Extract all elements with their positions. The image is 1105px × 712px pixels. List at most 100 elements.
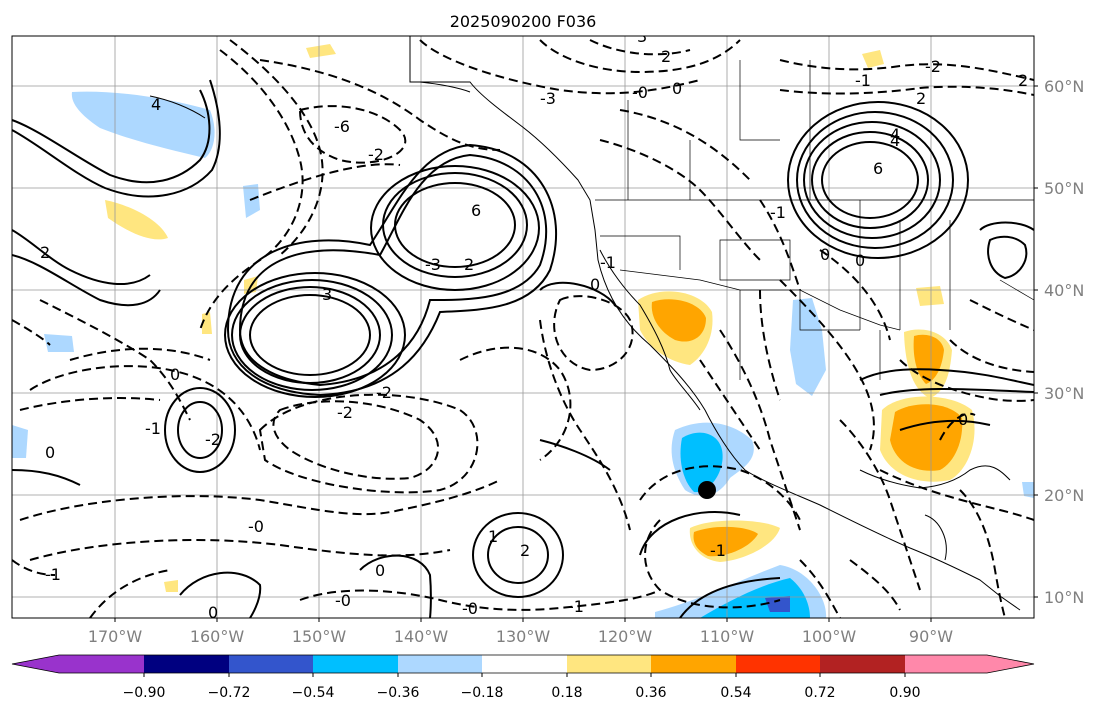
colorbar-tick: 0.90 [889, 685, 920, 701]
contour-label: 2 [40, 243, 50, 262]
contour-label: 2 [916, 89, 926, 108]
shade-blue-small-2 [44, 334, 74, 352]
lon-label: 100°W [802, 627, 857, 646]
shade-blue-small-1 [243, 184, 260, 218]
contour-label: -1 [770, 203, 786, 222]
map-area: 3 2 0 -3 4 -6 -1 2 -2 6 -3 2 3 -2 -2 -0 … [12, 27, 1034, 622]
contour-label: 0 [45, 443, 55, 462]
shade-blue-aleutian [71, 91, 215, 158]
contour-label: -0 [462, 599, 478, 618]
contour-label: 2 [1018, 71, 1028, 90]
colorbar-outline [11, 654, 1035, 674]
contour-label: 0 [208, 603, 218, 622]
contour-label: -3 [425, 255, 441, 274]
contour-label: -2 [376, 383, 392, 402]
lon-label: 90°W [909, 627, 953, 646]
lon-label: 110°W [700, 627, 755, 646]
colorbar-tick: 0.54 [720, 685, 751, 701]
lat-label: 30°N [1044, 384, 1084, 403]
contour-label: -0 [632, 83, 648, 102]
dashed-contours [12, 39, 1034, 618]
shade-blue-edge [12, 425, 28, 458]
shade-yellow-5 [862, 50, 884, 68]
shade-darker-blue-south [765, 596, 790, 612]
contour-labels: 3 2 0 -3 4 -6 -1 2 -2 6 -3 2 3 -2 -2 -0 … [40, 27, 1028, 622]
contour-label: -6 [334, 117, 350, 136]
colorbar-segment [820, 655, 905, 673]
colorbar-segment [651, 655, 736, 673]
colorbar-segment [567, 655, 651, 673]
colorbar-segment [482, 655, 567, 673]
colorbar-tick: −0.72 [208, 685, 251, 701]
storm-center-marker [698, 481, 716, 499]
lat-label: 40°N [1044, 281, 1084, 300]
contour-label: 0 [590, 275, 600, 294]
shade-yellow-1 [306, 44, 336, 58]
colorbar-tick: −0.18 [461, 685, 504, 701]
contour-label: 1 [488, 527, 498, 546]
contour-label: -0 [248, 517, 264, 536]
contour-label: -1 [600, 253, 616, 272]
contour-label: -1 [855, 71, 871, 90]
contour-label: 4 [151, 95, 161, 114]
latitude-labels: 60°N 50°N 40°N 30°N 20°N 10°N [1044, 77, 1084, 607]
shade-yellow-6 [916, 286, 944, 306]
contour-label: 4 [890, 131, 900, 150]
lon-label: 120°W [598, 627, 653, 646]
solid-contours [12, 79, 1034, 618]
shading-layer [12, 44, 1034, 618]
longitude-labels: 170°W 160°W 150°W 140°W 130°W 120°W 110°… [88, 627, 953, 646]
contour-label: -1 [45, 565, 61, 584]
shade-orange-mexico [651, 299, 706, 342]
colorbar-segment [398, 655, 482, 673]
contour-label: 0 [672, 79, 682, 98]
contour-label: -1 [710, 541, 726, 560]
axis-ticks [114, 85, 1038, 622]
colorbar-segment [59, 655, 144, 673]
colorbar-tick: −0.36 [377, 685, 420, 701]
shade-deep-blue-baja [680, 432, 723, 493]
lon-label: 170°W [88, 627, 143, 646]
lat-label: 60°N [1044, 77, 1084, 96]
lon-label: 150°W [292, 627, 347, 646]
colorbar-segment [905, 655, 987, 673]
shade-orange-pacific [693, 526, 758, 557]
contour-label: 3 [322, 285, 332, 304]
contour-label: -2 [368, 145, 384, 164]
contour-label: 0 [855, 251, 865, 270]
shade-yellow-2 [105, 200, 168, 240]
colorbar-extend-high [987, 655, 1034, 673]
lon-label: 130°W [496, 627, 551, 646]
contour-label: -2 [205, 430, 221, 449]
contour-label: 6 [873, 159, 883, 178]
contour-label: 6 [471, 201, 481, 220]
colorbar-tick: −0.54 [292, 685, 335, 701]
contour-label: -1 [145, 419, 161, 438]
shade-blue-rockies [790, 298, 826, 396]
shade-yellow-small-south [164, 580, 178, 592]
lon-label: 160°W [190, 627, 245, 646]
shade-yellow-4 [202, 312, 212, 334]
contour-label: 2 [520, 541, 530, 560]
colorbar-tick: 0.72 [804, 685, 835, 701]
shade-blue-edge-right [1022, 482, 1034, 498]
contour-label: 2 [464, 255, 474, 274]
contour-label: 0 [375, 561, 385, 580]
contour-label: -2 [337, 403, 353, 422]
contour-label: -1 [568, 597, 584, 616]
lat-label: 20°N [1044, 486, 1084, 505]
colorbar-segment [736, 655, 820, 673]
colorbar-tick: 0.18 [551, 685, 582, 701]
contour-label: 0 [958, 410, 968, 429]
contour-label: -3 [540, 89, 556, 108]
contour-label: 3 [637, 27, 647, 46]
lon-label: 140°W [394, 627, 449, 646]
colorbar-tick: 0.36 [635, 685, 666, 701]
contour-label: 2 [661, 47, 671, 66]
coastlines [149, 36, 1021, 611]
colorbar: −0.90 −0.72 −0.54 −0.36 −0.18 0.18 0.36 … [11, 654, 1035, 701]
lat-label: 50°N [1044, 179, 1084, 198]
lat-label: 10°N [1044, 588, 1084, 607]
colorbar-segment [144, 655, 229, 673]
contour-label: 4 [890, 125, 900, 144]
